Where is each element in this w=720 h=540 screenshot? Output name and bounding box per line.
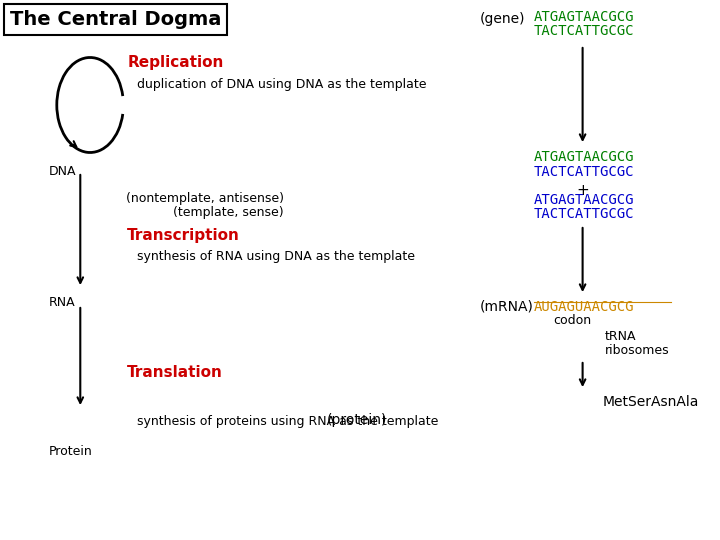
Text: synthesis of RNA using DNA as the template: synthesis of RNA using DNA as the templa… bbox=[137, 250, 415, 263]
Text: tRNA: tRNA bbox=[605, 330, 636, 343]
Text: codon: codon bbox=[553, 314, 591, 327]
Text: MetSerAsnAla: MetSerAsnAla bbox=[602, 395, 698, 409]
Text: Transcription: Transcription bbox=[127, 228, 240, 243]
Text: (gene): (gene) bbox=[480, 12, 526, 26]
Text: ATGAGTAACGCG: ATGAGTAACGCG bbox=[534, 150, 634, 164]
Text: +: + bbox=[576, 183, 589, 198]
Text: (nontemplate, antisense): (nontemplate, antisense) bbox=[126, 192, 284, 205]
Text: The Central Dogma: The Central Dogma bbox=[10, 10, 221, 29]
Text: duplication of DNA using DNA as the template: duplication of DNA using DNA as the temp… bbox=[137, 78, 426, 91]
Text: DNA: DNA bbox=[49, 165, 76, 178]
Text: TACTCATTGCGC: TACTCATTGCGC bbox=[534, 24, 634, 38]
Text: AUGAGUAACGCG: AUGAGUAACGCG bbox=[534, 300, 634, 314]
Text: synthesis of proteins using RNA as the template: synthesis of proteins using RNA as the t… bbox=[137, 415, 438, 428]
Text: RNA: RNA bbox=[49, 296, 76, 309]
Text: TACTCATTGCGC: TACTCATTGCGC bbox=[534, 165, 634, 179]
Text: ribosomes: ribosomes bbox=[605, 344, 670, 357]
Text: ATGAGTAACGCG: ATGAGTAACGCG bbox=[534, 10, 634, 24]
Text: Replication: Replication bbox=[127, 55, 224, 70]
Text: (protein): (protein) bbox=[326, 413, 387, 427]
Text: Translation: Translation bbox=[127, 365, 223, 380]
Text: ATGAGTAACGCG: ATGAGTAACGCG bbox=[534, 193, 634, 207]
Text: Protein: Protein bbox=[49, 445, 93, 458]
Text: (mRNA): (mRNA) bbox=[480, 300, 534, 314]
Text: TACTCATTGCGC: TACTCATTGCGC bbox=[534, 207, 634, 221]
Text: (template, sense): (template, sense) bbox=[174, 206, 284, 219]
